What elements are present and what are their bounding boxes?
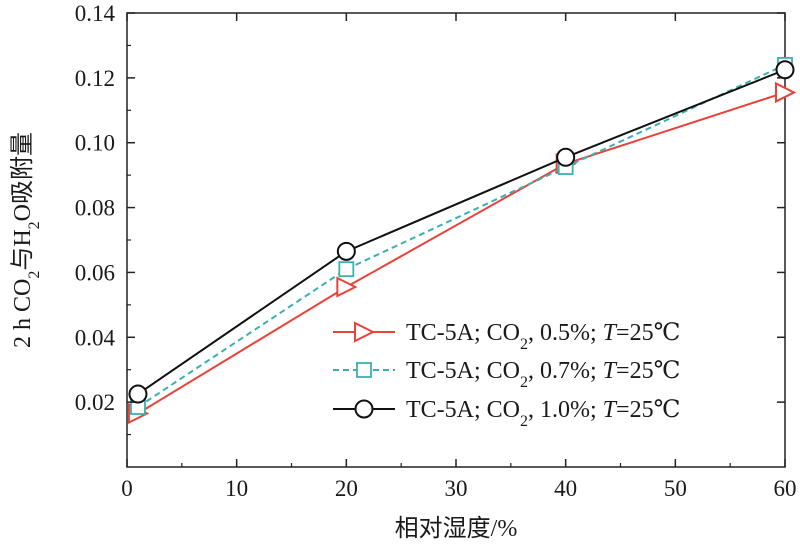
series-line xyxy=(137,91,786,415)
y-tick-label: 0.10 xyxy=(75,131,115,156)
data-point xyxy=(556,147,576,167)
y-tick-label: 0.12 xyxy=(75,66,115,91)
x-tick-label: 30 xyxy=(445,476,468,501)
data-point xyxy=(775,81,797,104)
legend-marker xyxy=(354,399,374,419)
data-point xyxy=(336,276,358,298)
x-tick-label: 50 xyxy=(664,476,687,501)
series-line xyxy=(137,63,786,408)
axes-layer: 0 10 20 30 40 50 60 0.02 0.04 0.06 0.08 0.10 0.12 0.1… xyxy=(75,1,797,501)
x-tick-label: 20 xyxy=(335,476,358,501)
legend-label: TC-5A; CO2, 1.0%; T=25℃ xyxy=(406,397,680,430)
y-tick-label: 0.02 xyxy=(75,390,115,415)
x-tick-label: 10 xyxy=(225,476,248,501)
legend-entry-0: TC-5A; CO2, 0.5%; T=25℃ xyxy=(333,320,680,353)
y-tick-label: 0.06 xyxy=(75,260,115,285)
legend-label: TC-5A; CO2, 0.7%; T=25℃ xyxy=(406,358,680,391)
legend-entry-1: TC-5A; CO2, 0.7%; T=25℃ xyxy=(333,358,680,391)
legend-label: TC-5A; CO2, 0.5%; T=25℃ xyxy=(406,320,680,353)
legend-marker xyxy=(356,362,372,378)
legend: TC-5A; CO2, 0.5%; T=25℃ TC-5A; CO2, 0.7%;… xyxy=(333,320,680,430)
data-point xyxy=(336,241,356,261)
y-tick-label: 0.08 xyxy=(75,196,115,221)
series-0 xyxy=(127,81,797,425)
data-point xyxy=(128,384,148,404)
y-tick-label: 0.14 xyxy=(75,1,116,26)
x-tick-label: 40 xyxy=(554,476,577,501)
data-point xyxy=(338,261,355,278)
y-axis-label: 2 h CO2与H2O吸附量 xyxy=(9,132,43,348)
series-line xyxy=(137,68,786,395)
y-tick-label: 0.04 xyxy=(75,325,116,350)
legend-marker xyxy=(354,321,376,343)
series-layer xyxy=(127,56,797,425)
x-tick-label: 0 xyxy=(121,476,133,501)
series-2 xyxy=(128,60,795,404)
legend-entry-2: TC-5A; CO2, 1.0%; T=25℃ xyxy=(333,397,680,430)
data-point xyxy=(775,60,795,80)
x-axis-label: 相对湿度/% xyxy=(395,515,518,542)
x-tick-label: 60 xyxy=(774,476,797,501)
